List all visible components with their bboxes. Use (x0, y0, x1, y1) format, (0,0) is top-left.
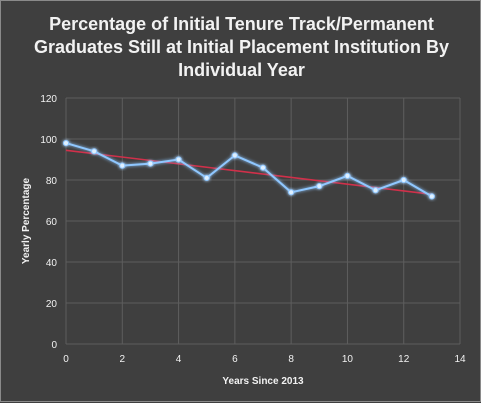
y-tick-label: 0 (51, 340, 57, 351)
chart-title: Percentage of Initial Tenure Track/Perma… (33, 14, 450, 80)
x-tick-label: 2 (120, 354, 126, 365)
series-line (65, 142, 433, 198)
y-axis-title: Yearly Percentage (21, 177, 32, 264)
data-point (147, 160, 154, 167)
gridlines (65, 97, 461, 345)
data-point (316, 183, 323, 190)
data-point (91, 148, 98, 155)
data-point (288, 189, 295, 196)
x-tick-label: 4 (176, 354, 182, 365)
x-axis-title: Years Since 2013 (222, 376, 304, 387)
x-tick-label: 8 (288, 354, 294, 365)
series-layer (62, 140, 435, 200)
data-point (62, 140, 70, 147)
x-tick-label: 10 (342, 354, 354, 365)
data-point (400, 176, 407, 184)
tick-labels: 0 20 40 60 80 100 120 0 2 4 6 8 10 12 14 (40, 94, 466, 365)
data-point (175, 156, 182, 163)
data-point (372, 187, 379, 194)
y-tick-label: 20 (46, 299, 58, 310)
x-tick-label: 12 (398, 354, 410, 365)
x-tick-label: 0 (63, 354, 69, 365)
y-tick-label: 60 (46, 217, 58, 228)
data-point (259, 164, 267, 171)
y-tick-label: 100 (40, 135, 57, 146)
x-tick-label: 6 (232, 354, 238, 365)
data-point (231, 152, 238, 159)
y-tick-label: 80 (46, 176, 58, 187)
data-point (428, 193, 435, 200)
y-tick-label: 120 (40, 94, 57, 105)
y-tick-label: 40 (46, 258, 58, 269)
data-point (119, 162, 126, 169)
data-point (203, 174, 210, 182)
data-point (344, 172, 351, 179)
x-tick-label: 14 (454, 354, 466, 365)
